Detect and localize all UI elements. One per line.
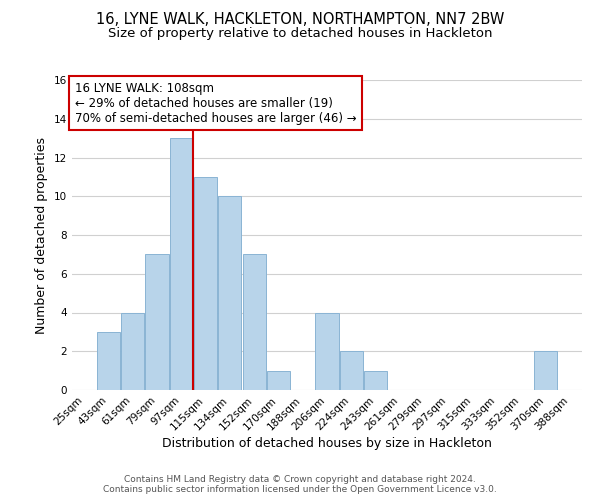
X-axis label: Distribution of detached houses by size in Hackleton: Distribution of detached houses by size … xyxy=(162,438,492,450)
Bar xyxy=(194,177,217,390)
Bar xyxy=(218,196,241,390)
Bar xyxy=(97,332,120,390)
Bar xyxy=(267,370,290,390)
Bar xyxy=(145,254,169,390)
Text: 16, LYNE WALK, HACKLETON, NORTHAMPTON, NN7 2BW: 16, LYNE WALK, HACKLETON, NORTHAMPTON, N… xyxy=(96,12,504,28)
Text: Contains HM Land Registry data © Crown copyright and database right 2024.
Contai: Contains HM Land Registry data © Crown c… xyxy=(103,474,497,494)
Bar xyxy=(534,351,557,390)
Bar xyxy=(170,138,193,390)
Text: 16 LYNE WALK: 108sqm
← 29% of detached houses are smaller (19)
70% of semi-detac: 16 LYNE WALK: 108sqm ← 29% of detached h… xyxy=(74,82,356,124)
Bar xyxy=(340,351,363,390)
Text: Size of property relative to detached houses in Hackleton: Size of property relative to detached ho… xyxy=(108,28,492,40)
Y-axis label: Number of detached properties: Number of detached properties xyxy=(35,136,49,334)
Bar xyxy=(364,370,387,390)
Bar xyxy=(316,312,338,390)
Bar xyxy=(121,312,144,390)
Bar xyxy=(242,254,266,390)
